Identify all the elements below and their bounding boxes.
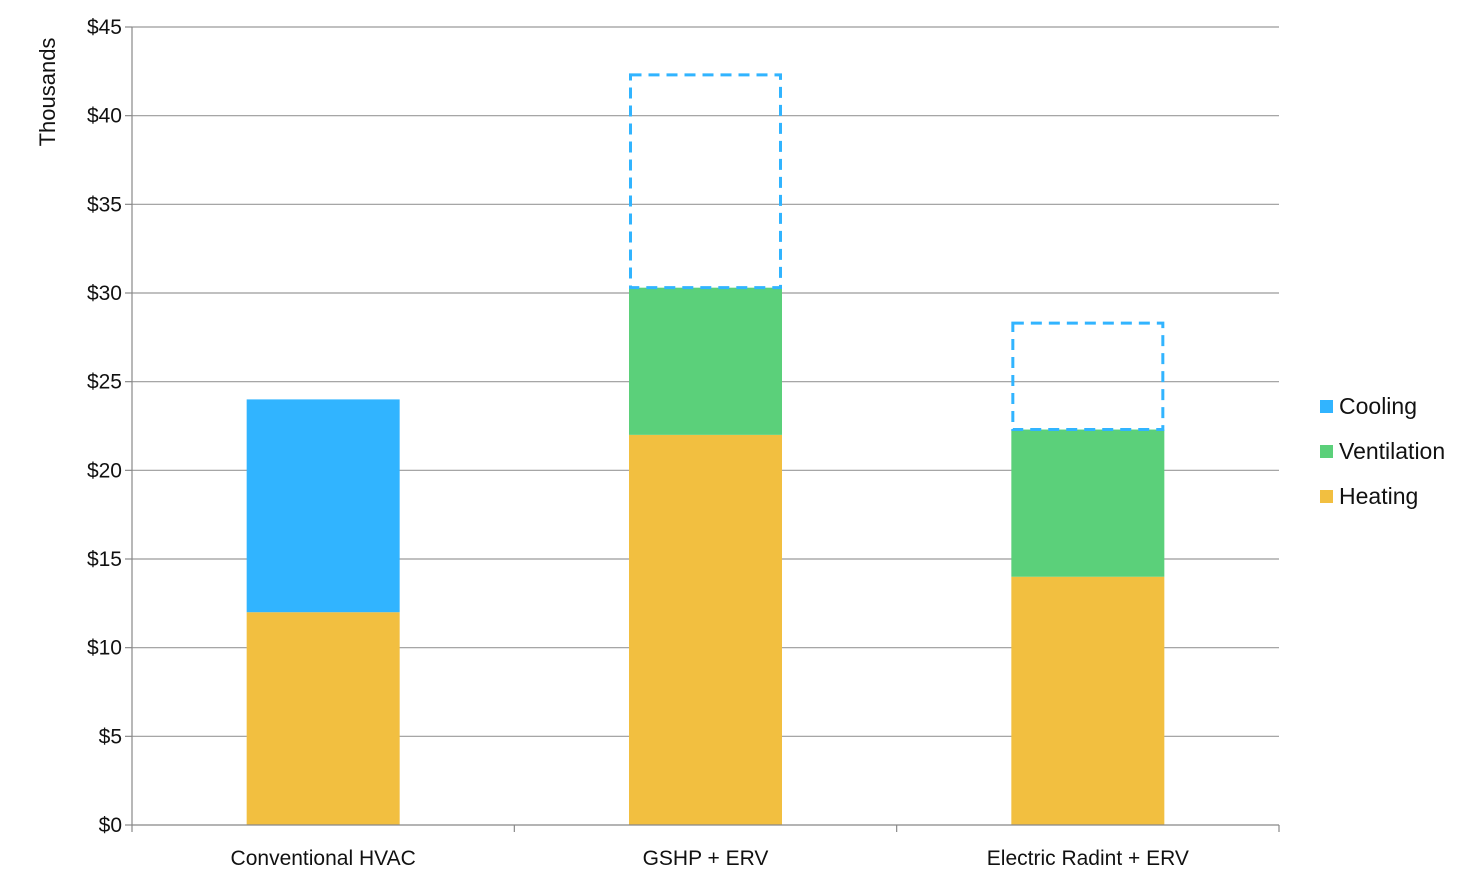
bar-segment-heating bbox=[629, 434, 782, 825]
x-tick-label: GSHP + ERV bbox=[643, 847, 769, 870]
legend-label: Cooling bbox=[1339, 393, 1417, 419]
legend-label: Ventilation bbox=[1339, 438, 1446, 464]
legend-swatch bbox=[1320, 445, 1333, 458]
x-tick-label: Conventional HVAC bbox=[231, 847, 416, 870]
bar-segment-heating bbox=[1011, 576, 1165, 825]
bar-segment-heating bbox=[246, 612, 400, 825]
legend-swatch bbox=[1320, 400, 1333, 413]
legend-swatch bbox=[1320, 490, 1333, 503]
bar-segment-ventilation bbox=[1011, 429, 1165, 577]
y-tick-label: $20 bbox=[87, 459, 122, 482]
y-tick-label: $0 bbox=[99, 814, 122, 837]
bar-segment-cooling bbox=[246, 399, 400, 613]
y-tick-label: $45 bbox=[87, 16, 122, 39]
y-tick-label: $10 bbox=[87, 637, 122, 660]
y-tick-label: $30 bbox=[87, 282, 122, 305]
legend: Cooling Ventilation Heating bbox=[1320, 384, 1445, 519]
y-tick-label: $5 bbox=[99, 725, 122, 748]
bar-segment-ventilation bbox=[629, 287, 782, 435]
bar-segment-cooling-dashed bbox=[1011, 321, 1165, 432]
y-axis-title: Thousands bbox=[35, 38, 60, 147]
legend-item-cooling: Cooling bbox=[1320, 384, 1445, 429]
y-tick-label: $25 bbox=[87, 371, 122, 394]
y-tick-label: $15 bbox=[87, 548, 122, 571]
legend-label: Heating bbox=[1339, 483, 1419, 509]
legend-item-ventilation: Ventilation bbox=[1320, 429, 1445, 474]
x-tick-label: Electric Radint + ERV bbox=[987, 847, 1189, 870]
axes: $0 $5 $10 $15 $20 $25 $30 $35 $40 $45 Conventional… bbox=[87, 16, 1280, 870]
y-tick-label: $40 bbox=[87, 105, 122, 128]
legend-item-heating: Heating bbox=[1320, 474, 1445, 519]
y-tick-label: $35 bbox=[87, 193, 122, 216]
bars bbox=[246, 73, 1165, 825]
bar-segment-cooling-dashed bbox=[629, 73, 782, 290]
